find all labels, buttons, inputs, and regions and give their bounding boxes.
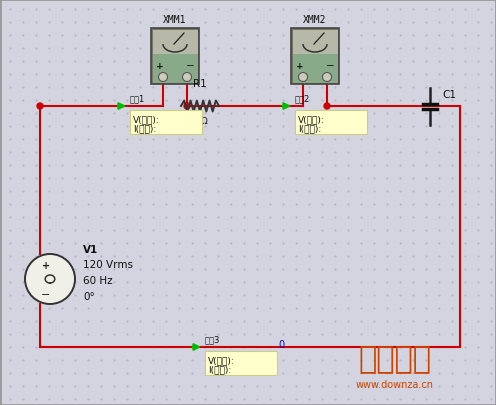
Text: −: −	[41, 289, 51, 299]
Text: +: +	[296, 62, 304, 70]
Circle shape	[183, 73, 191, 82]
Circle shape	[184, 104, 190, 110]
Bar	[205, 351, 277, 375]
Text: XMM1: XMM1	[163, 15, 187, 25]
Bar	[293, 30, 337, 55]
Text: 探酈3: 探酈3	[205, 334, 220, 343]
Text: C1: C1	[442, 90, 456, 100]
Circle shape	[324, 104, 330, 110]
Bar	[291, 29, 339, 85]
Bar	[295, 111, 367, 135]
Text: 探酈1: 探酈1	[130, 94, 145, 103]
Bar	[130, 111, 202, 135]
Text: −: −	[186, 61, 194, 71]
Text: V(直流):: V(直流):	[208, 355, 235, 364]
Text: −: −	[326, 61, 334, 71]
Text: V(直流):: V(直流):	[133, 115, 160, 124]
Text: V1: V1	[83, 244, 98, 254]
Text: V(直流):: V(直流):	[298, 115, 325, 124]
Circle shape	[299, 73, 308, 82]
Text: I(直流):: I(直流):	[298, 124, 321, 133]
Bar	[152, 30, 197, 55]
Text: 0: 0	[278, 339, 284, 349]
Text: 1kΩ: 1kΩ	[191, 117, 209, 126]
Bar	[152, 55, 197, 83]
Text: R1: R1	[193, 79, 207, 89]
Text: 60 Hz: 60 Hz	[83, 275, 113, 285]
Text: +: +	[156, 62, 164, 70]
Text: +: +	[42, 260, 50, 270]
Text: I(直流):: I(直流):	[208, 364, 231, 373]
Bar	[293, 55, 337, 83]
Circle shape	[25, 254, 75, 304]
Text: 下载之家: 下载之家	[359, 345, 432, 373]
Circle shape	[159, 73, 168, 82]
Circle shape	[322, 73, 331, 82]
Circle shape	[37, 104, 43, 110]
Bar	[151, 29, 199, 85]
Text: I(直流):: I(直流):	[133, 124, 156, 133]
Text: www.downza.cn: www.downza.cn	[356, 379, 434, 389]
Text: 探酈2: 探酈2	[295, 94, 310, 103]
Text: XMM2: XMM2	[303, 15, 327, 25]
Text: 0°: 0°	[83, 291, 95, 301]
Text: 120 Vrms: 120 Vrms	[83, 259, 133, 269]
